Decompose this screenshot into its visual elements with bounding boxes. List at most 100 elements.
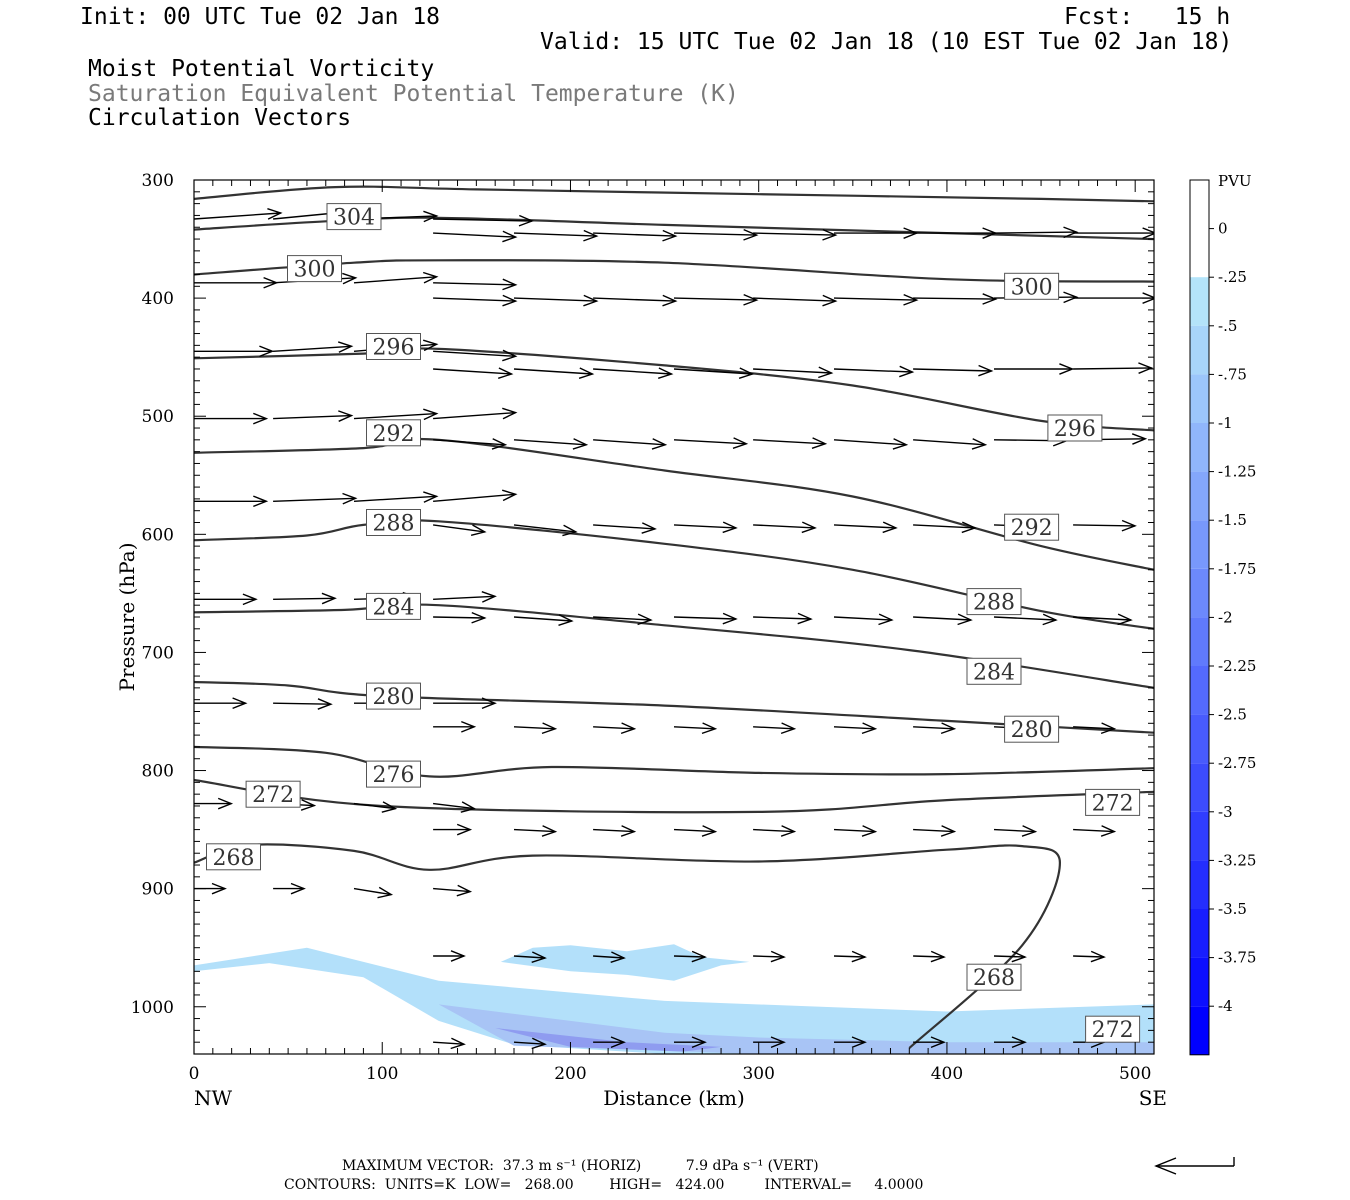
- colorbar-swatch: [1190, 374, 1209, 423]
- circulation-vector: [593, 613, 653, 626]
- circulation-vector: [993, 950, 1027, 963]
- circulation-vector: [433, 294, 518, 307]
- circulation-vector: [674, 1036, 707, 1049]
- x-tick-label: 500: [1119, 1064, 1151, 1084]
- contour-label: 296: [1047, 414, 1103, 442]
- contour-label-text: 268: [973, 966, 1015, 991]
- circulation-vector: [433, 950, 466, 962]
- circulation-vector: [353, 886, 394, 899]
- circulation-vector: [1073, 362, 1154, 374]
- circulation-vector: [833, 613, 894, 626]
- circulation-vector: [753, 950, 786, 963]
- colorbar-swatch: [1190, 277, 1209, 326]
- circulation-vector: [593, 367, 674, 379]
- contour-label: 288: [966, 588, 1022, 616]
- circulation-vector: [673, 825, 718, 837]
- circulation-vector: [994, 1036, 1027, 1049]
- y-tick-label: 600: [142, 525, 174, 545]
- circulation-vector: [194, 345, 275, 358]
- circulation-vector: [433, 591, 497, 603]
- colorbar-swatch: [1190, 811, 1209, 861]
- circulation-vector: [993, 226, 1079, 239]
- circulation-vector: [194, 797, 234, 810]
- circulation-vector: [433, 524, 487, 536]
- field-title-mpv: Moist Potential Vorticity: [88, 56, 435, 82]
- contour-layer: [194, 185, 1154, 1049]
- circulation-vector: [833, 365, 915, 378]
- colorbar-label: -2.5: [1218, 706, 1247, 724]
- colorbar-label: -3.25: [1218, 851, 1256, 869]
- y-tick-label: 300: [142, 171, 174, 191]
- circulation-vector: [433, 367, 514, 379]
- x-tick-label: 200: [554, 1064, 586, 1084]
- y-axis-label: Pressure (hPa): [115, 543, 139, 692]
- circulation-vector: [593, 229, 678, 242]
- contour-272: [194, 778, 1154, 814]
- contour-label-text: 280: [373, 685, 415, 710]
- circulation-vector: [1073, 950, 1106, 963]
- circulation-vector: [433, 1037, 466, 1050]
- contour-label: 272: [245, 780, 301, 808]
- pv-region: [194, 947, 1154, 1054]
- circulation-vector: [833, 521, 898, 534]
- contour-label-text: 300: [1011, 275, 1053, 300]
- contour-label-text: 284: [973, 660, 1015, 685]
- colorbar-swatch: [1190, 666, 1209, 715]
- circulation-vector: [273, 592, 337, 605]
- vector-layer: [194, 207, 1154, 1050]
- circulation-vector: [433, 230, 518, 243]
- circulation-vector: [433, 214, 534, 227]
- colorbar-label: -2: [1218, 608, 1233, 626]
- circulation-vector: [673, 612, 738, 625]
- circulation-vector: [593, 951, 626, 963]
- circulation-vector: [513, 951, 547, 963]
- contour-label: 268: [966, 963, 1022, 991]
- contour-label: 292: [366, 419, 421, 447]
- circulation-vector: [433, 884, 473, 897]
- circulation-vector: [753, 294, 838, 307]
- colorbar-swatch: [1190, 909, 1209, 958]
- circulation-vector: [673, 722, 718, 735]
- circulation-vector: [433, 801, 477, 813]
- circulation-vector: [194, 208, 283, 220]
- circulation-vector: [833, 722, 878, 735]
- contour-label-text: 292: [1011, 516, 1053, 541]
- circulation-vector: [353, 271, 439, 284]
- x-tick-label: 100: [366, 1064, 398, 1084]
- circulation-vector: [833, 293, 919, 306]
- colorbar-swatch: [1190, 180, 1209, 229]
- y-tick-label: 500: [142, 407, 174, 427]
- x-tick-label: 400: [931, 1064, 963, 1084]
- valid-time: Valid: 15 UTC Tue 02 Jan 18 (10 EST Tue …: [540, 29, 1233, 55]
- circulation-vector: [993, 613, 1058, 626]
- colorbar-label: -2.75: [1218, 754, 1256, 772]
- axes-layer: 300 400 500 600 700 800 900 1000 0 100 200 300 400 50…: [131, 171, 1155, 1084]
- circulation-vector: [353, 491, 439, 503]
- circulation-vector: [433, 438, 508, 450]
- circulation-vector: [513, 1037, 547, 1050]
- circulation-vector: [753, 228, 838, 241]
- circulation-vector: [433, 611, 487, 624]
- circulation-vector: [994, 363, 1075, 375]
- colorbar-units: PVU: [1218, 172, 1252, 190]
- contour-label-text: 288: [973, 591, 1015, 616]
- circulation-vector: [753, 722, 797, 735]
- circulation-vector: [593, 294, 678, 307]
- contour-info: CONTOURS: UNITS=K LOW= 268.00 HIGH= 424.…: [284, 1177, 924, 1193]
- contour-label: 268: [206, 843, 261, 871]
- colorbar-label: -.5: [1218, 317, 1237, 335]
- colorbar-swatch: [1190, 714, 1209, 764]
- colorbar-swatch: [1190, 520, 1209, 569]
- contour-label: 280: [1004, 715, 1060, 743]
- contour-268: [194, 843, 1062, 1049]
- contour-label: 300: [287, 255, 342, 283]
- circulation-vector: [673, 228, 759, 241]
- x-end-label-se: SE: [1139, 1086, 1167, 1110]
- circulation-vector: [753, 366, 834, 379]
- contour-label: 292: [1004, 513, 1060, 541]
- contour-label: 272: [1085, 1015, 1141, 1043]
- circulation-vector: [913, 825, 957, 837]
- circulation-vector: [1073, 292, 1154, 304]
- colorbar-label: -4: [1218, 997, 1233, 1015]
- circulation-vector: [1073, 722, 1117, 735]
